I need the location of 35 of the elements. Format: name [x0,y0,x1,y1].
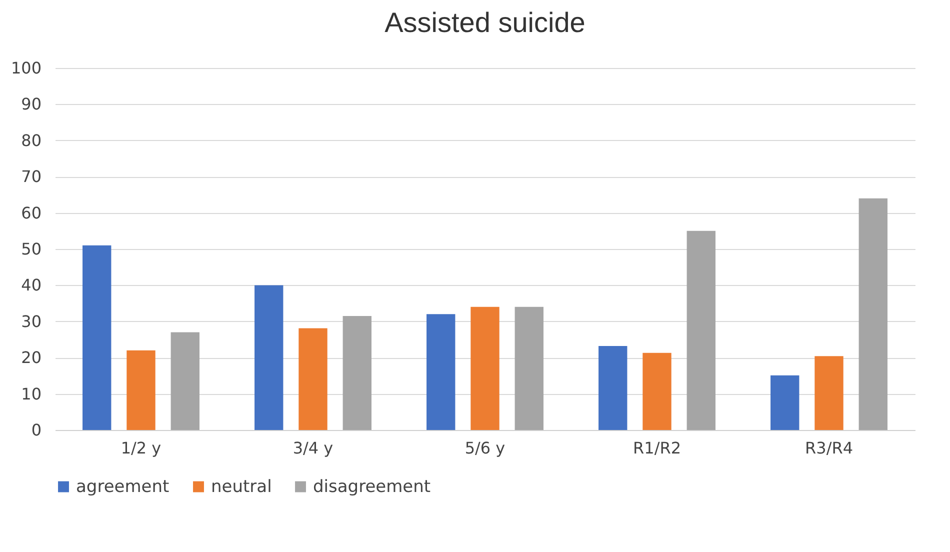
bar [170,332,200,430]
bar [426,314,456,430]
bar [642,352,672,430]
bar [470,306,500,430]
y-tick-label: 20 [21,348,42,368]
bar [814,356,844,430]
bar [514,306,544,430]
bar [342,316,372,430]
legend-label: disagreement [313,476,431,497]
bar [82,245,112,430]
x-tick-label: 5/6 y [464,438,506,458]
y-tick-label: 100 [10,58,42,78]
x-tick-label: 3/4 y [292,438,334,458]
y-tick-label: 0 [31,420,42,440]
bar [254,285,284,430]
bar [686,230,716,430]
x-tick-label: R1/R2 [633,438,681,458]
y-tick-label: 80 [21,130,42,150]
chart-title: Assisted suicide [384,7,586,38]
y-tick-label: 90 [21,94,42,114]
legend-label: agreement [76,476,170,497]
y-tick-label: 50 [21,240,42,258]
bar [858,198,888,430]
legend-label: neutral [211,476,272,497]
bar [598,346,628,430]
y-tick-label: 40 [21,276,42,295]
x-tick-label: R3/R4 [805,438,853,458]
y-tick-label: 10 [21,384,42,404]
y-tick-label: 30 [21,312,42,331]
bar [298,328,328,430]
bar [770,375,800,430]
bar [126,350,156,430]
x-tick-label: 1/2 y [120,438,162,458]
y-tick-label: 60 [21,203,42,222]
y-tick-label: 70 [21,167,42,186]
